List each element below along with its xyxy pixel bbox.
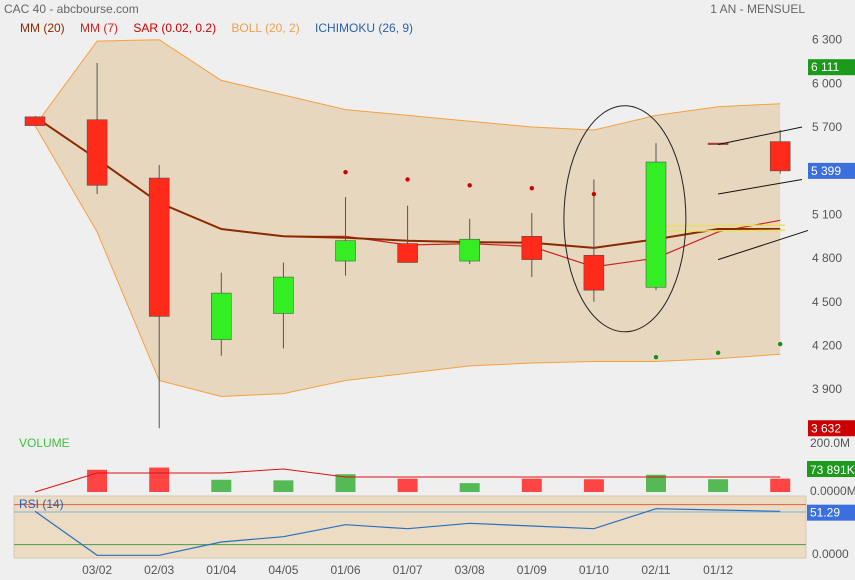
rsi-panel-background bbox=[13, 495, 807, 559]
candle-body bbox=[521, 236, 543, 260]
volume-tick-label: 0.0000M bbox=[810, 484, 855, 498]
period-label: 1 AN - MENSUEL bbox=[710, 2, 805, 16]
volume-average-line bbox=[34, 468, 781, 493]
x-tick-label: 01/12 bbox=[703, 563, 733, 577]
x-tick-label: 02/11 bbox=[641, 563, 670, 577]
sar-dot bbox=[467, 183, 472, 188]
price-tick-label: 6 000 bbox=[812, 76, 842, 90]
volume-bar bbox=[335, 474, 356, 492]
volume-last-value: 73 891K bbox=[810, 463, 855, 477]
price-tick-label: 3 900 bbox=[812, 382, 842, 396]
x-tick-label: 04/05 bbox=[268, 563, 298, 577]
sar-dot bbox=[529, 186, 534, 191]
volume-bar bbox=[459, 483, 480, 492]
x-tick-label: 03/08 bbox=[455, 563, 485, 577]
candle-body bbox=[459, 238, 480, 262]
trendline-upper bbox=[717, 126, 803, 146]
volume-bar bbox=[521, 478, 542, 492]
indicator-legend: MM (20) MM (7) SAR (0.02, 0.2) BOLL (20,… bbox=[20, 21, 425, 35]
annotation-ellipse bbox=[563, 105, 687, 333]
rsi-tick-label: 0.0000 bbox=[812, 547, 849, 561]
volume-bar bbox=[646, 474, 666, 492]
sar-dot bbox=[715, 350, 721, 356]
volume-bar bbox=[397, 478, 418, 492]
candle-body bbox=[86, 119, 108, 186]
price-tick-label: 5 100 bbox=[812, 207, 842, 221]
price-tick-label: 4 800 bbox=[812, 251, 842, 265]
candle-body bbox=[397, 243, 418, 263]
current-price-value: 5 399 bbox=[811, 164, 841, 178]
volume-bar bbox=[149, 467, 170, 492]
sar-dot bbox=[591, 191, 597, 197]
x-tick-label: 02/03 bbox=[144, 563, 174, 577]
candle-body bbox=[148, 177, 170, 317]
volume-bar bbox=[583, 479, 604, 492]
candle-body bbox=[769, 141, 791, 172]
high-marker-badge bbox=[808, 59, 855, 76]
volume-bar bbox=[770, 478, 791, 492]
trendline-lower bbox=[717, 229, 809, 261]
current-price-badge bbox=[808, 162, 855, 179]
volume-bar bbox=[211, 479, 232, 492]
x-tick-label: 01/09 bbox=[517, 563, 547, 577]
volume-bar bbox=[273, 480, 294, 492]
low-marker-value: 3 632 bbox=[811, 421, 841, 435]
candle-body bbox=[707, 142, 729, 145]
rsi-title: RSI (14) bbox=[19, 497, 64, 511]
volume-tick-label: 200.0M bbox=[810, 436, 850, 450]
sar-dot bbox=[343, 169, 348, 175]
candle-body bbox=[645, 161, 667, 288]
x-tick-label: 03/02 bbox=[82, 563, 112, 577]
rsi-last-badge bbox=[807, 504, 855, 521]
volume-last-badge bbox=[807, 461, 855, 477]
chart-title: CAC 40 - abcbourse.com bbox=[4, 2, 139, 16]
candle-body bbox=[583, 254, 605, 291]
candle-body bbox=[335, 240, 356, 262]
x-tick-label: 01/07 bbox=[393, 563, 423, 577]
candle-body bbox=[24, 116, 46, 126]
boll-upper-line bbox=[34, 39, 781, 131]
high-marker-value: 6 111 bbox=[811, 60, 840, 74]
legend-ichimoku[interactable]: ICHIMOKU (26, 9) bbox=[315, 21, 414, 35]
volume-bar bbox=[708, 479, 729, 492]
trendline-middle bbox=[718, 178, 803, 195]
volume-bar bbox=[87, 469, 108, 492]
sar-dot bbox=[405, 177, 410, 182]
price-tick-label: 4 200 bbox=[812, 339, 842, 353]
sar-dot bbox=[653, 354, 659, 360]
ichimoku-line bbox=[653, 224, 786, 227]
candle-body bbox=[273, 276, 294, 314]
x-tick-label: 01/10 bbox=[579, 563, 609, 577]
legend-boll[interactable]: BOLL (20, 2) bbox=[231, 21, 300, 35]
x-tick-label: 01/06 bbox=[330, 563, 360, 577]
price-tick-label: 4 500 bbox=[812, 295, 842, 309]
sar-dot bbox=[778, 341, 783, 347]
low-marker-badge bbox=[808, 420, 855, 437]
legend-mm7[interactable]: MM (7) bbox=[80, 21, 119, 35]
price-tick-label: 5 700 bbox=[812, 120, 842, 134]
price-tick-label: 6 300 bbox=[812, 33, 842, 47]
candle-body bbox=[211, 292, 232, 340]
x-tick-label: 01/04 bbox=[206, 563, 236, 577]
legend-sar[interactable]: SAR (0.02, 0.2) bbox=[133, 21, 217, 35]
ichimoku-line bbox=[653, 229, 786, 233]
rsi-line bbox=[34, 508, 781, 556]
volume-title: VOLUME bbox=[19, 436, 70, 450]
legend-mm20[interactable]: MM (20) bbox=[20, 21, 65, 35]
rsi-last-value: 51.29 bbox=[810, 506, 840, 520]
